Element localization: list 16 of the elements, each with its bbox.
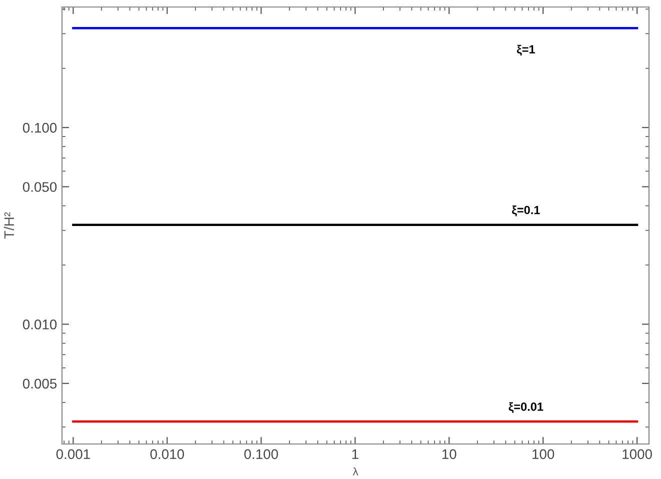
x-tick-label: 0.100 — [244, 449, 278, 460]
x-tick-label: 0.001 — [56, 449, 90, 460]
x-tick-label: 100 — [532, 449, 554, 460]
x-tick-label: 10 — [442, 449, 456, 460]
x-tick-label: 0.010 — [150, 449, 184, 460]
x-axis-title: λ — [352, 467, 358, 476]
x-tick-label: 1 — [352, 449, 358, 459]
y-axis-title: T/H² — [4, 212, 14, 239]
x-tick-label: 1000 — [622, 449, 652, 460]
series-label: ξ=0.1 — [512, 206, 540, 216]
y-tick-label: 0.005 — [22, 378, 57, 389]
series-label: ξ=0.01 — [508, 402, 544, 414]
y-tick-label: 0.050 — [22, 182, 57, 192]
y-tick-label: 0.010 — [22, 320, 57, 330]
y-tick-label: 0.100 — [22, 122, 57, 133]
series-label: ξ=1 — [516, 44, 535, 56]
